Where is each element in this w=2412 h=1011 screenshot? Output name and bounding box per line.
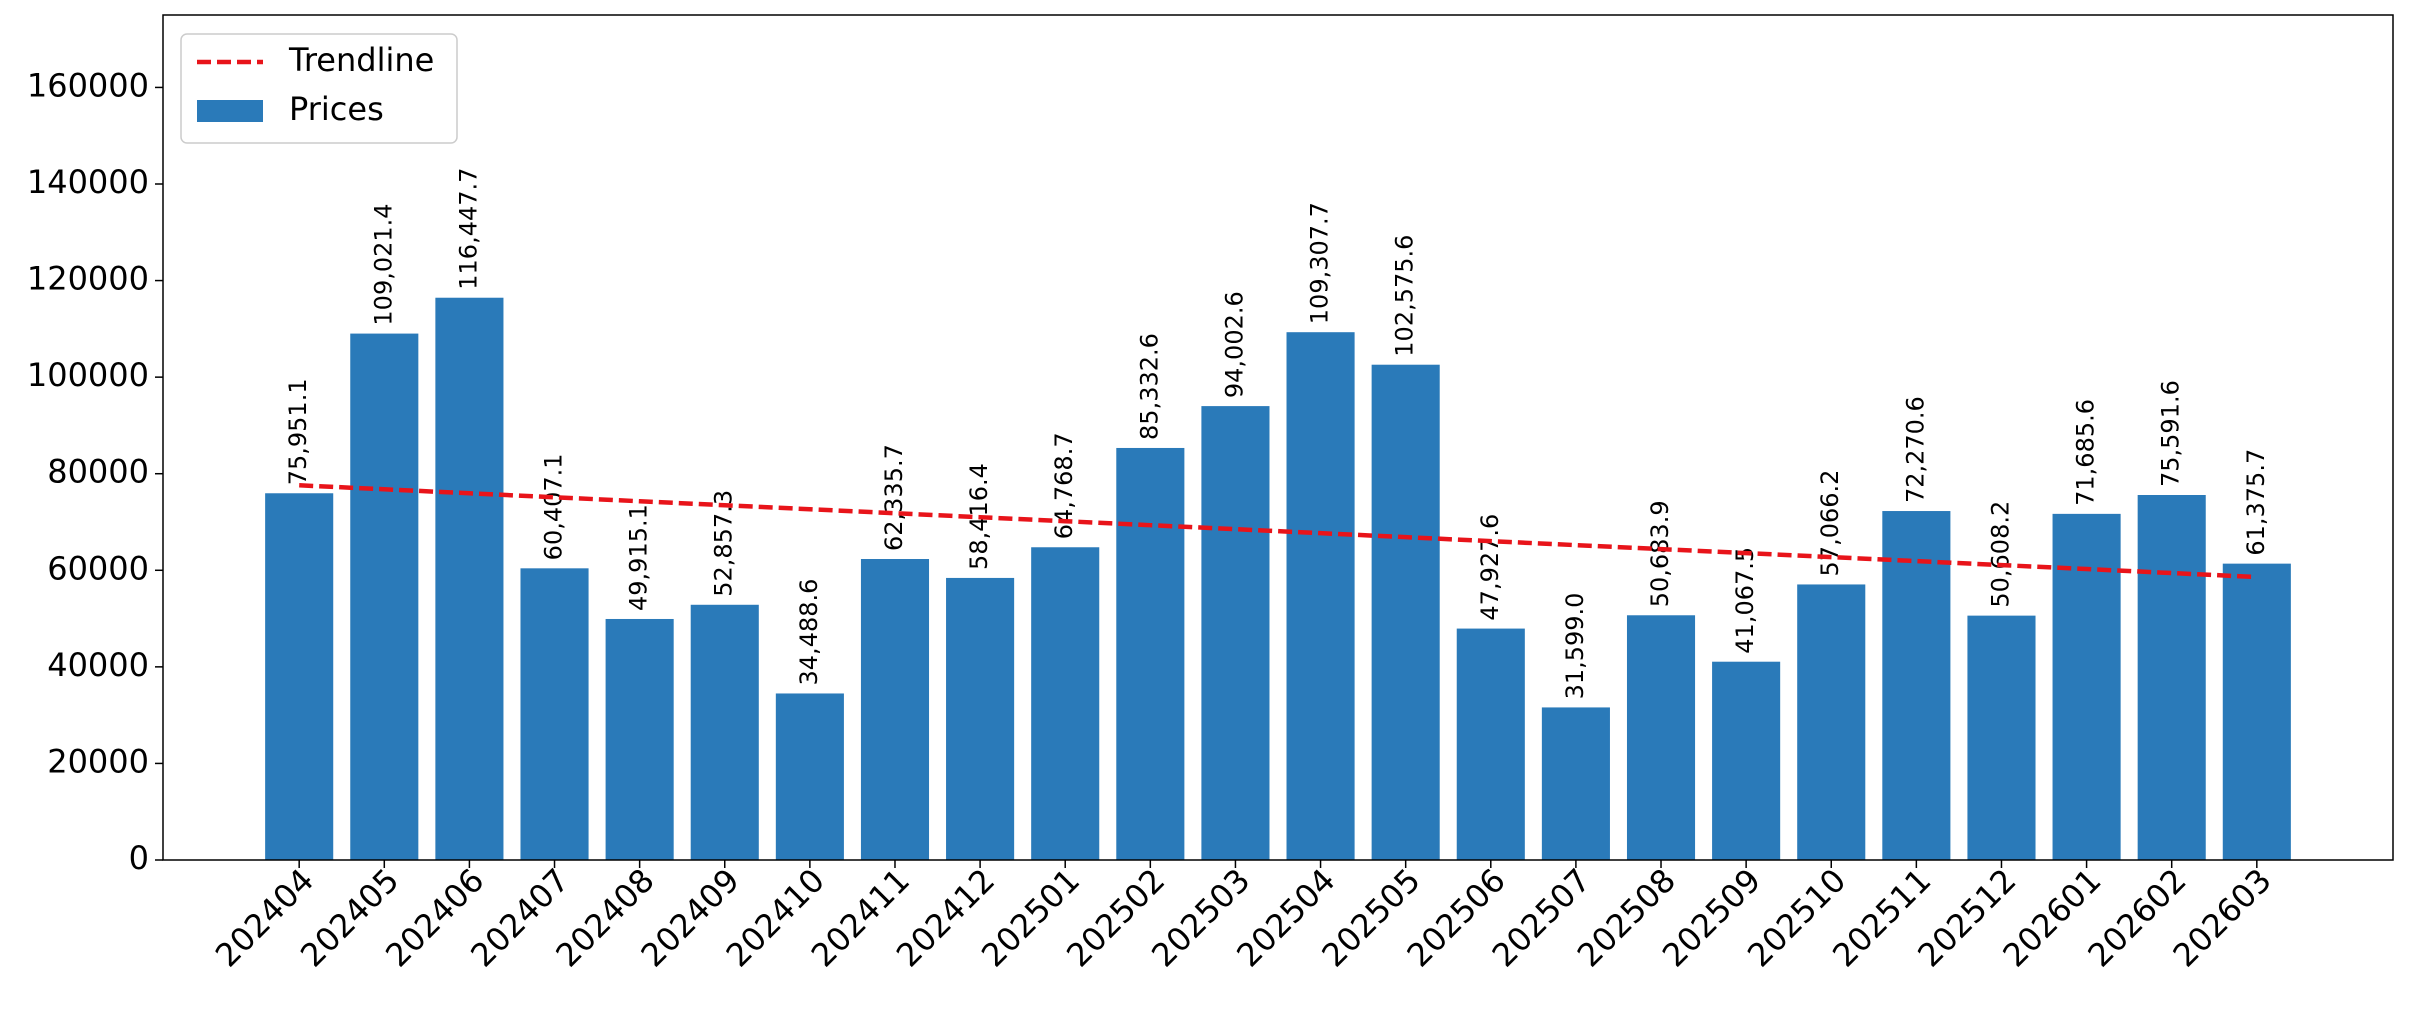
y-tick-label: 100000 [27, 356, 149, 394]
y-tick-label: 140000 [27, 163, 149, 201]
bar [690, 604, 759, 860]
value-label: 41,067.5 [1731, 547, 1759, 654]
bar [1456, 628, 1525, 860]
y-tick-label: 20000 [47, 742, 149, 780]
value-label: 94,002.6 [1220, 291, 1248, 398]
bar [2222, 563, 2291, 860]
bar [1031, 547, 1100, 860]
value-label: 102,575.6 [1391, 235, 1419, 357]
bar [1882, 511, 1951, 860]
value-label: 61,375.7 [2242, 449, 2270, 556]
bar [1967, 615, 2036, 860]
value-label: 71,685.6 [2072, 399, 2100, 506]
value-label: 49,915.1 [625, 504, 653, 611]
value-label: 75,591.6 [2157, 380, 2185, 487]
y-tick-label: 160000 [27, 66, 149, 104]
y-tick-label: 60000 [47, 549, 149, 587]
value-label: 47,927.6 [1476, 514, 1504, 621]
bar [1541, 707, 1610, 860]
y-tick-label: 120000 [27, 260, 149, 298]
value-label: 75,951.1 [284, 378, 312, 485]
bar [605, 618, 674, 860]
bar [1712, 661, 1781, 860]
value-label: 109,307.7 [1306, 202, 1334, 324]
legend-label: Prices [289, 90, 384, 128]
bar [1626, 615, 1696, 860]
bar [2137, 495, 2206, 860]
trendline [299, 483, 2257, 580]
bar [350, 333, 419, 860]
value-label: 62,335.7 [880, 444, 908, 551]
value-label: 50,608.2 [1986, 501, 2014, 608]
bar [1371, 364, 1440, 860]
value-label: 60,407.1 [540, 453, 568, 560]
bar [1201, 406, 1270, 860]
bar [1116, 447, 1185, 860]
bar [860, 559, 930, 860]
bar [265, 493, 334, 860]
value-label: 116,447.7 [454, 168, 482, 290]
bar [520, 568, 589, 860]
value-label: 85,332.6 [1135, 333, 1163, 440]
y-tick-label: 40000 [47, 646, 149, 684]
value-label: 109,021.4 [369, 203, 397, 325]
y-tick-label: 0 [129, 839, 149, 877]
plot-frame [162, 14, 2394, 861]
bar [946, 577, 1015, 860]
value-label: 52,857.3 [710, 490, 738, 597]
y-tick-label: 80000 [47, 453, 149, 491]
value-label: 72,270.6 [1901, 396, 1929, 503]
bar [1797, 584, 1866, 860]
bar [775, 693, 844, 860]
bar [1286, 332, 1355, 860]
value-label: 34,488.6 [795, 579, 823, 686]
bar [435, 297, 504, 860]
value-label: 50,683.9 [1646, 500, 1674, 607]
legend-label: Trendline [288, 41, 434, 79]
value-label: 31,599.0 [1561, 593, 1589, 700]
value-label: 57,066.2 [1816, 470, 1844, 577]
legend-swatch [197, 100, 263, 122]
